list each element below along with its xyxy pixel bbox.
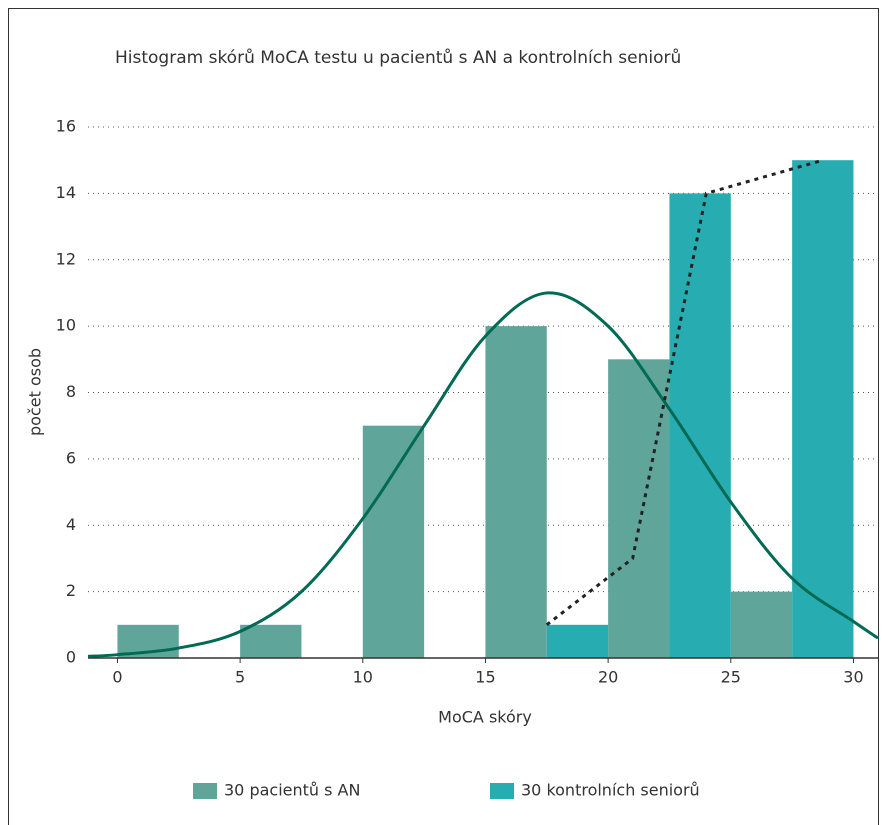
y-axis-label: počet osob bbox=[26, 348, 45, 436]
frame bbox=[8, 8, 879, 825]
x-tick-label: 15 bbox=[475, 668, 495, 687]
chart-title: Histogram skórů MoCA testu u pacientů s … bbox=[115, 48, 681, 68]
trend-line bbox=[545, 158, 824, 626]
legend-label: 30 kontrolních seniorů bbox=[521, 781, 700, 800]
y-tick-label: 16 bbox=[56, 117, 76, 136]
x-tick-label: 25 bbox=[721, 668, 741, 687]
bar bbox=[546, 624, 609, 658]
y-tick-label: 10 bbox=[56, 316, 76, 335]
y-tick-label: 4 bbox=[66, 515, 76, 534]
x-tick-label: 0 bbox=[112, 668, 122, 687]
x-axis-label: MoCA skóry bbox=[438, 708, 532, 727]
bar bbox=[240, 624, 302, 658]
y-tick-label: 14 bbox=[56, 183, 76, 202]
x-tick-label: 10 bbox=[353, 668, 373, 687]
bar bbox=[669, 193, 731, 658]
y-tick-label: 0 bbox=[66, 648, 76, 667]
x-tick-label: 20 bbox=[598, 668, 618, 687]
bar bbox=[792, 160, 854, 658]
bar bbox=[485, 326, 547, 658]
legend-swatch bbox=[193, 783, 217, 799]
bar bbox=[362, 425, 425, 658]
bar bbox=[730, 591, 793, 658]
bar bbox=[608, 359, 670, 658]
fit-curve bbox=[87, 291, 879, 658]
y-tick-label: 6 bbox=[66, 448, 76, 467]
legend-label: 30 pacientů s AN bbox=[224, 781, 360, 800]
y-tick-label: 12 bbox=[56, 249, 76, 268]
x-tick-label: 5 bbox=[235, 668, 245, 687]
legend-swatch bbox=[490, 783, 514, 799]
x-tick-label: 30 bbox=[843, 668, 863, 687]
y-tick-label: 8 bbox=[66, 382, 76, 401]
y-tick-label: 2 bbox=[66, 581, 76, 600]
